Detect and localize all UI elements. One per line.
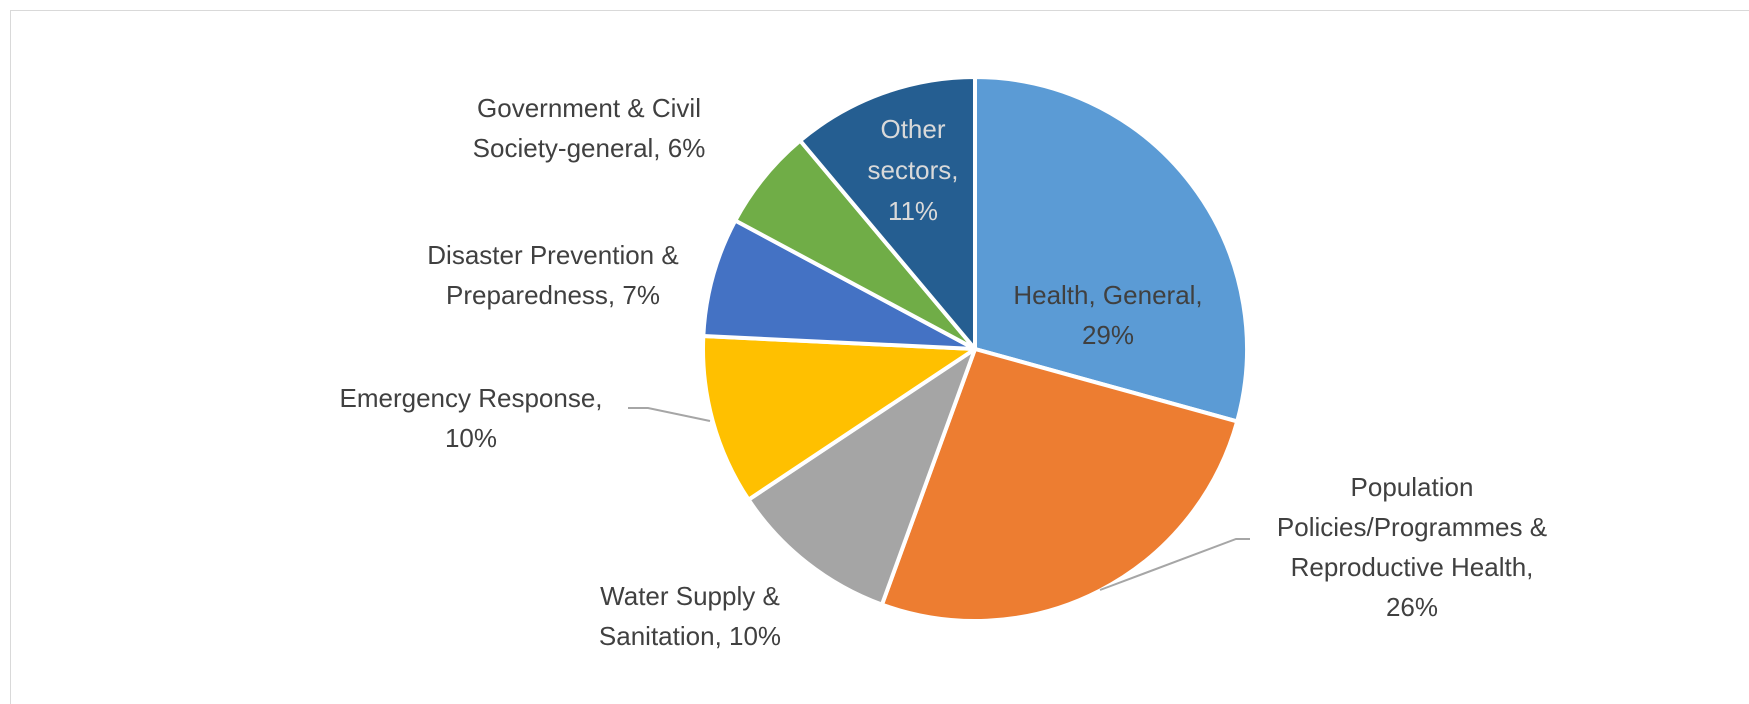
- data-label-6: Government & Civil Society-general, 6%: [473, 93, 706, 163]
- data-label-3: Water Supply & Sanitation, 10%: [599, 581, 781, 651]
- pie-slice-1: [973, 75, 1249, 424]
- data-label-line: 29%: [1082, 320, 1134, 350]
- data-label-line: Reproductive Health,: [1291, 552, 1534, 582]
- data-label-line: sectors,: [867, 155, 958, 185]
- data-label-line: Emergency Response,: [339, 383, 602, 413]
- data-label-line: 10%: [445, 423, 497, 453]
- data-label-line: 26%: [1386, 592, 1438, 622]
- data-label-line: Water Supply &: [600, 581, 780, 611]
- data-label-line: Sanitation, 10%: [599, 621, 781, 651]
- data-label-5: Disaster Prevention & Preparedness, 7%: [427, 240, 678, 310]
- data-label-line: Preparedness, 7%: [446, 280, 660, 310]
- data-label-line: 11%: [888, 196, 938, 226]
- data-label-line: Government & Civil: [477, 93, 701, 123]
- pie-slice-5: [701, 218, 977, 351]
- pie-slice-4: [701, 334, 977, 502]
- data-label-1: Health, General, 29%: [1013, 280, 1202, 350]
- data-label-line: Policies/Programmes &: [1277, 512, 1547, 542]
- data-label-4: Emergency Response, 10%: [339, 383, 602, 453]
- data-label-line: Other: [880, 114, 945, 144]
- data-label-line: Disaster Prevention &: [427, 240, 678, 270]
- pie-slice-3: [746, 347, 977, 607]
- data-label-line: Society-general, 6%: [473, 133, 706, 163]
- leader-line-4: [628, 407, 711, 422]
- data-label-7: Other sectors, 11%: [867, 114, 958, 226]
- pie-slice-7: [798, 75, 977, 351]
- leader-line-2: [1099, 538, 1250, 591]
- data-label-line: Population: [1351, 472, 1474, 502]
- data-label-line: Health, General,: [1013, 280, 1202, 310]
- pie-slice-2: [879, 347, 1240, 624]
- data-label-2: Population Policies/Programmes & Reproduct…: [1277, 472, 1547, 622]
